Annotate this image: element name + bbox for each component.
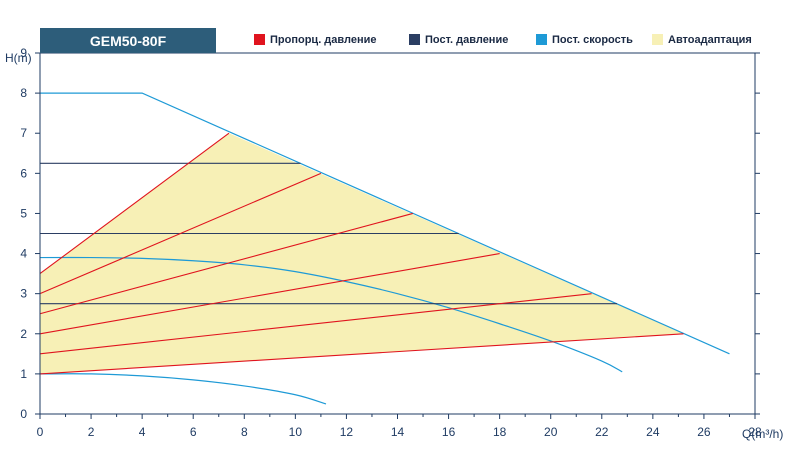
legend-label-0: Пропорц. давление <box>270 34 377 46</box>
chart-title-box: GEM50-80F <box>40 28 216 53</box>
proportional-pressure-line-12 <box>39 333 684 375</box>
x-tick-label-12: 12 <box>340 425 354 439</box>
x-tick-label-8: 8 <box>241 425 248 439</box>
proportional-pressure-line-7 <box>39 132 230 275</box>
x-axis-ticks: 0 2 4 6 8 10 12 14 16 18 20 22 24 26 28 <box>37 414 762 439</box>
y-tick-label-7: 7 <box>20 126 27 140</box>
legend-swatch-0 <box>254 34 265 45</box>
autoadapt-area <box>40 133 684 374</box>
legend-swatch-2 <box>536 34 547 45</box>
chart-title-background <box>40 28 216 53</box>
x-tick-label-24: 24 <box>646 425 660 439</box>
y-axis-label: H(m) <box>5 51 32 65</box>
y-tick-label-3: 3 <box>20 287 27 301</box>
y-tick-label-2: 2 <box>20 327 27 341</box>
legend: Пропорц. давление Пост. давление Пост. ско… <box>254 34 752 46</box>
constant-speed-curve-3 <box>39 373 327 405</box>
constant-speed-curve-1 <box>40 92 730 355</box>
y-tick-label-1: 1 <box>20 367 27 381</box>
x-axis-label: Q(m³/h) <box>742 427 783 441</box>
y-tick-label-0: 0 <box>20 407 27 421</box>
proportional-pressure-line-10 <box>39 253 500 335</box>
y-tick-label-4: 4 <box>20 247 27 261</box>
x-tick-label-20: 20 <box>544 425 558 439</box>
x-tick-label-4: 4 <box>139 425 146 439</box>
x-tick-label-26: 26 <box>697 425 711 439</box>
proportional-pressure-line-8 <box>39 172 322 295</box>
x-tick-label-18: 18 <box>493 425 507 439</box>
y-axis-ticks: 0 1 2 3 4 5 6 7 8 9 <box>20 46 760 421</box>
legend-label-2: Пост. скорость <box>552 34 633 46</box>
x-tick-label-0: 0 <box>37 425 44 439</box>
x-tick-label-6: 6 <box>190 425 197 439</box>
x-tick-label-22: 22 <box>595 425 609 439</box>
chart-title: GEM50-80F <box>90 33 167 49</box>
y-tick-label-5: 5 <box>20 206 27 220</box>
y-tick-label-9: 9 <box>20 46 27 60</box>
legend-label-3: Автоадаптация <box>668 34 752 46</box>
y-tick-label-8: 8 <box>20 86 27 100</box>
constant-speed-curve-2 <box>39 256 623 373</box>
legend-swatch-3 <box>652 34 663 45</box>
x-tick-label-14: 14 <box>391 425 405 439</box>
x-tick-label-16: 16 <box>442 425 456 439</box>
x-tick-label-28: 28 <box>748 425 762 439</box>
proportional-pressure-line-11 <box>39 293 592 355</box>
legend-label-1: Пост. давление <box>425 34 508 46</box>
series-layer <box>39 92 730 405</box>
x-tick-label-2: 2 <box>88 425 95 439</box>
legend-swatch-1 <box>409 34 420 45</box>
y-tick-label-6: 6 <box>20 166 27 180</box>
x-tick-label-10: 10 <box>289 425 303 439</box>
proportional-pressure-line-9 <box>39 212 413 315</box>
